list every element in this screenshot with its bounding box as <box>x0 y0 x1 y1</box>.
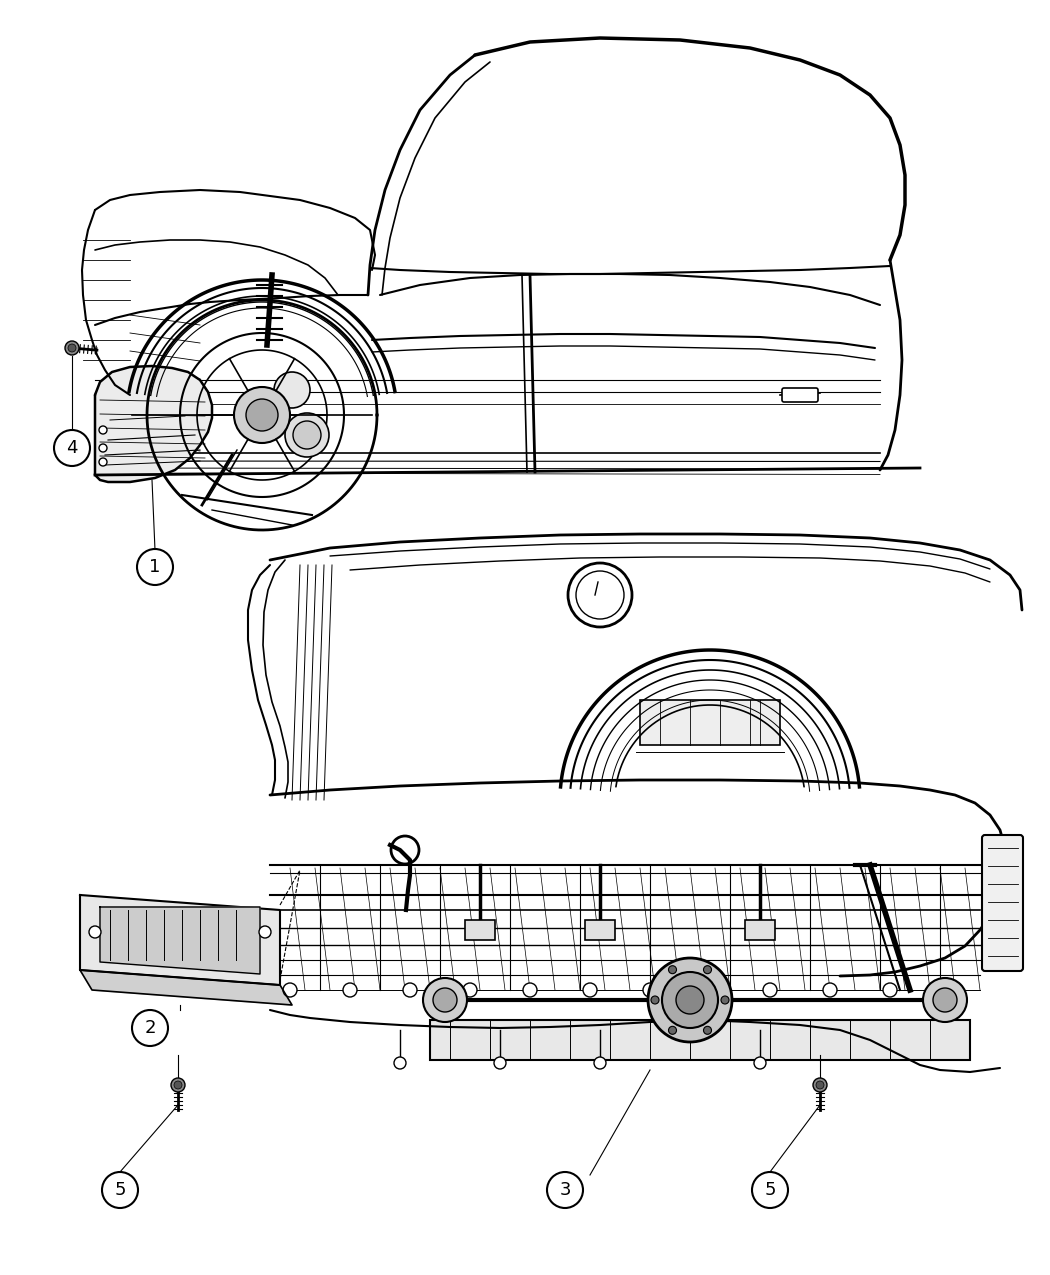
Bar <box>430 1020 970 1060</box>
Circle shape <box>933 988 957 1012</box>
Bar <box>585 921 615 940</box>
Circle shape <box>394 1057 406 1068</box>
Circle shape <box>494 1057 506 1068</box>
Circle shape <box>651 996 659 1003</box>
Circle shape <box>132 1010 168 1046</box>
Circle shape <box>463 983 477 997</box>
Text: 4: 4 <box>66 439 78 456</box>
Circle shape <box>102 1172 138 1207</box>
Text: 5: 5 <box>764 1181 776 1198</box>
Circle shape <box>171 1077 185 1091</box>
Circle shape <box>704 1026 712 1034</box>
Circle shape <box>813 1077 827 1091</box>
Circle shape <box>433 988 457 1012</box>
Circle shape <box>721 996 729 1003</box>
Circle shape <box>752 1172 788 1207</box>
Circle shape <box>423 978 467 1023</box>
Circle shape <box>669 1026 676 1034</box>
Circle shape <box>65 340 79 354</box>
Circle shape <box>583 983 597 997</box>
Circle shape <box>883 983 897 997</box>
Circle shape <box>662 972 718 1028</box>
Circle shape <box>643 983 657 997</box>
Circle shape <box>704 983 717 997</box>
Circle shape <box>816 1081 824 1089</box>
Polygon shape <box>94 366 212 482</box>
Circle shape <box>594 1057 606 1068</box>
Circle shape <box>174 1081 182 1089</box>
Bar <box>465 921 495 940</box>
Circle shape <box>763 983 777 997</box>
Text: 1: 1 <box>149 558 161 576</box>
Circle shape <box>54 430 90 465</box>
Circle shape <box>274 372 310 408</box>
Circle shape <box>547 1172 583 1207</box>
Circle shape <box>136 550 173 585</box>
Circle shape <box>234 388 290 442</box>
Circle shape <box>823 983 837 997</box>
Circle shape <box>68 344 76 352</box>
Circle shape <box>99 458 107 465</box>
Circle shape <box>99 444 107 453</box>
Bar <box>746 921 775 940</box>
Circle shape <box>648 958 732 1042</box>
Circle shape <box>403 983 417 997</box>
FancyBboxPatch shape <box>982 835 1023 972</box>
Polygon shape <box>80 895 280 986</box>
Text: 3: 3 <box>560 1181 571 1198</box>
Polygon shape <box>100 907 260 974</box>
Circle shape <box>259 926 271 938</box>
FancyBboxPatch shape <box>640 700 780 745</box>
Text: 5: 5 <box>114 1181 126 1198</box>
Circle shape <box>284 983 297 997</box>
Circle shape <box>704 965 712 974</box>
FancyBboxPatch shape <box>782 388 818 402</box>
Circle shape <box>99 426 107 434</box>
Circle shape <box>285 413 329 456</box>
Circle shape <box>293 421 321 449</box>
Circle shape <box>523 983 537 997</box>
Circle shape <box>754 1057 766 1068</box>
Circle shape <box>89 926 101 938</box>
Circle shape <box>923 978 967 1023</box>
Polygon shape <box>80 970 292 1005</box>
Circle shape <box>246 399 278 431</box>
Circle shape <box>669 965 676 974</box>
Circle shape <box>343 983 357 997</box>
Text: 2: 2 <box>144 1019 155 1037</box>
Circle shape <box>676 986 704 1014</box>
